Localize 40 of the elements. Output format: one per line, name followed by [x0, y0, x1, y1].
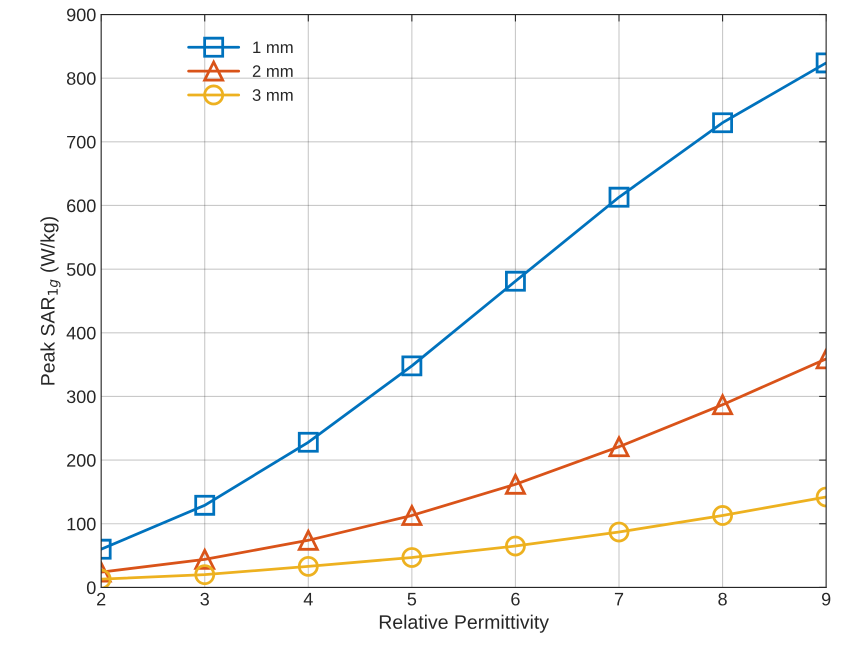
y-tick-label: 0 [86, 581, 96, 594]
point [608, 436, 630, 458]
x-tick-label: 4 [304, 592, 313, 606]
point [505, 474, 526, 495]
legend-label: 1 mm [253, 42, 293, 54]
x-tick-label: 3 [200, 592, 209, 606]
y-tick-label: 200 [67, 454, 96, 467]
point [712, 112, 733, 134]
x-tick-label: 5 [408, 592, 416, 606]
point [401, 355, 422, 376]
point [298, 432, 319, 453]
y-tick-label: 900 [67, 8, 96, 22]
point [298, 556, 319, 577]
y-tick-label: 500 [66, 263, 96, 276]
y-tick-label: 700 [67, 136, 96, 149]
point [298, 530, 319, 551]
point [505, 270, 526, 292]
x-axis-title: Relative Permittivity [380, 614, 549, 633]
x-tick-label: 2 [97, 592, 106, 606]
point [608, 186, 630, 208]
x-tick-label: 9 [822, 592, 830, 606]
point [712, 505, 733, 526]
y-tick-label: 300 [66, 390, 96, 404]
x-tick-label: 8 [718, 592, 727, 606]
point [505, 536, 526, 556]
y-tick-label: 800 [66, 72, 96, 85]
point [194, 564, 216, 586]
point [401, 547, 422, 568]
y-tick-label: 600 [67, 199, 96, 212]
point [401, 505, 422, 526]
x-tick-label: 7 [614, 592, 624, 606]
point [712, 394, 733, 416]
legend-label: 2 mm [252, 65, 293, 77]
point [194, 494, 216, 516]
y-tick-label: 400 [66, 326, 96, 340]
legend-label: 3 mm [252, 89, 293, 101]
x-tick-label: 6 [511, 592, 520, 606]
y-tick-label: 100 [68, 518, 96, 530]
y-axis-title: Peak SAR$_{1g}$ (W/kg) [40, 217, 61, 385]
point [608, 522, 630, 542]
